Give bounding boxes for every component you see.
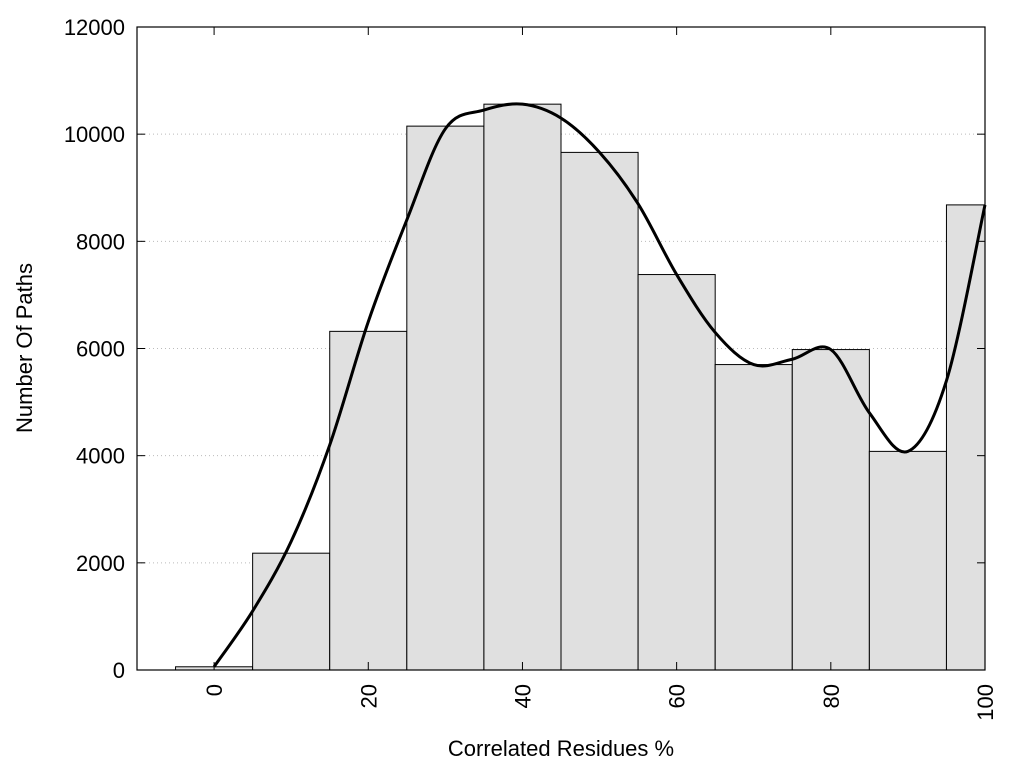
x-tick-label: 100: [973, 684, 998, 721]
y-tick-label: 2000: [76, 551, 125, 576]
histogram-bar: [791, 349, 870, 671]
y-tick-label: 4000: [76, 444, 125, 469]
y-tick-label: 12000: [64, 15, 125, 40]
histogram-bar: [945, 204, 986, 671]
histogram-bars: [175, 103, 986, 671]
y-axis-title: Number Of Paths: [12, 263, 37, 433]
histogram-bar: [252, 552, 331, 671]
y-tick-label: 8000: [76, 229, 125, 254]
density-curve: [212, 102, 987, 668]
y-axis-ticks: 0 2000 4000 6000 8000 10000 12000: [64, 15, 985, 683]
histogram-bar: [329, 330, 408, 671]
x-tick-label: 40: [510, 684, 535, 708]
x-axis-ticks: 0 20 40 60 80 100: [202, 27, 998, 721]
x-axis-title: Correlated Residues %: [448, 736, 674, 761]
y-tick-label: 6000: [76, 337, 125, 362]
x-tick-label: 60: [665, 684, 690, 708]
y-tick-label: 10000: [64, 122, 125, 147]
histogram-bar: [560, 151, 639, 671]
x-tick-label: 0: [202, 684, 227, 696]
histogram-bar: [406, 125, 485, 671]
density-curve-layer: [212, 102, 987, 668]
histogram-bar: [868, 450, 947, 671]
histogram-bar: [483, 103, 562, 671]
histogram-bar: [637, 274, 716, 671]
histogram-bar: [714, 364, 793, 671]
x-tick-label: 80: [819, 684, 844, 708]
x-tick-label: 20: [356, 684, 381, 708]
y-tick-label: 0: [113, 658, 125, 683]
